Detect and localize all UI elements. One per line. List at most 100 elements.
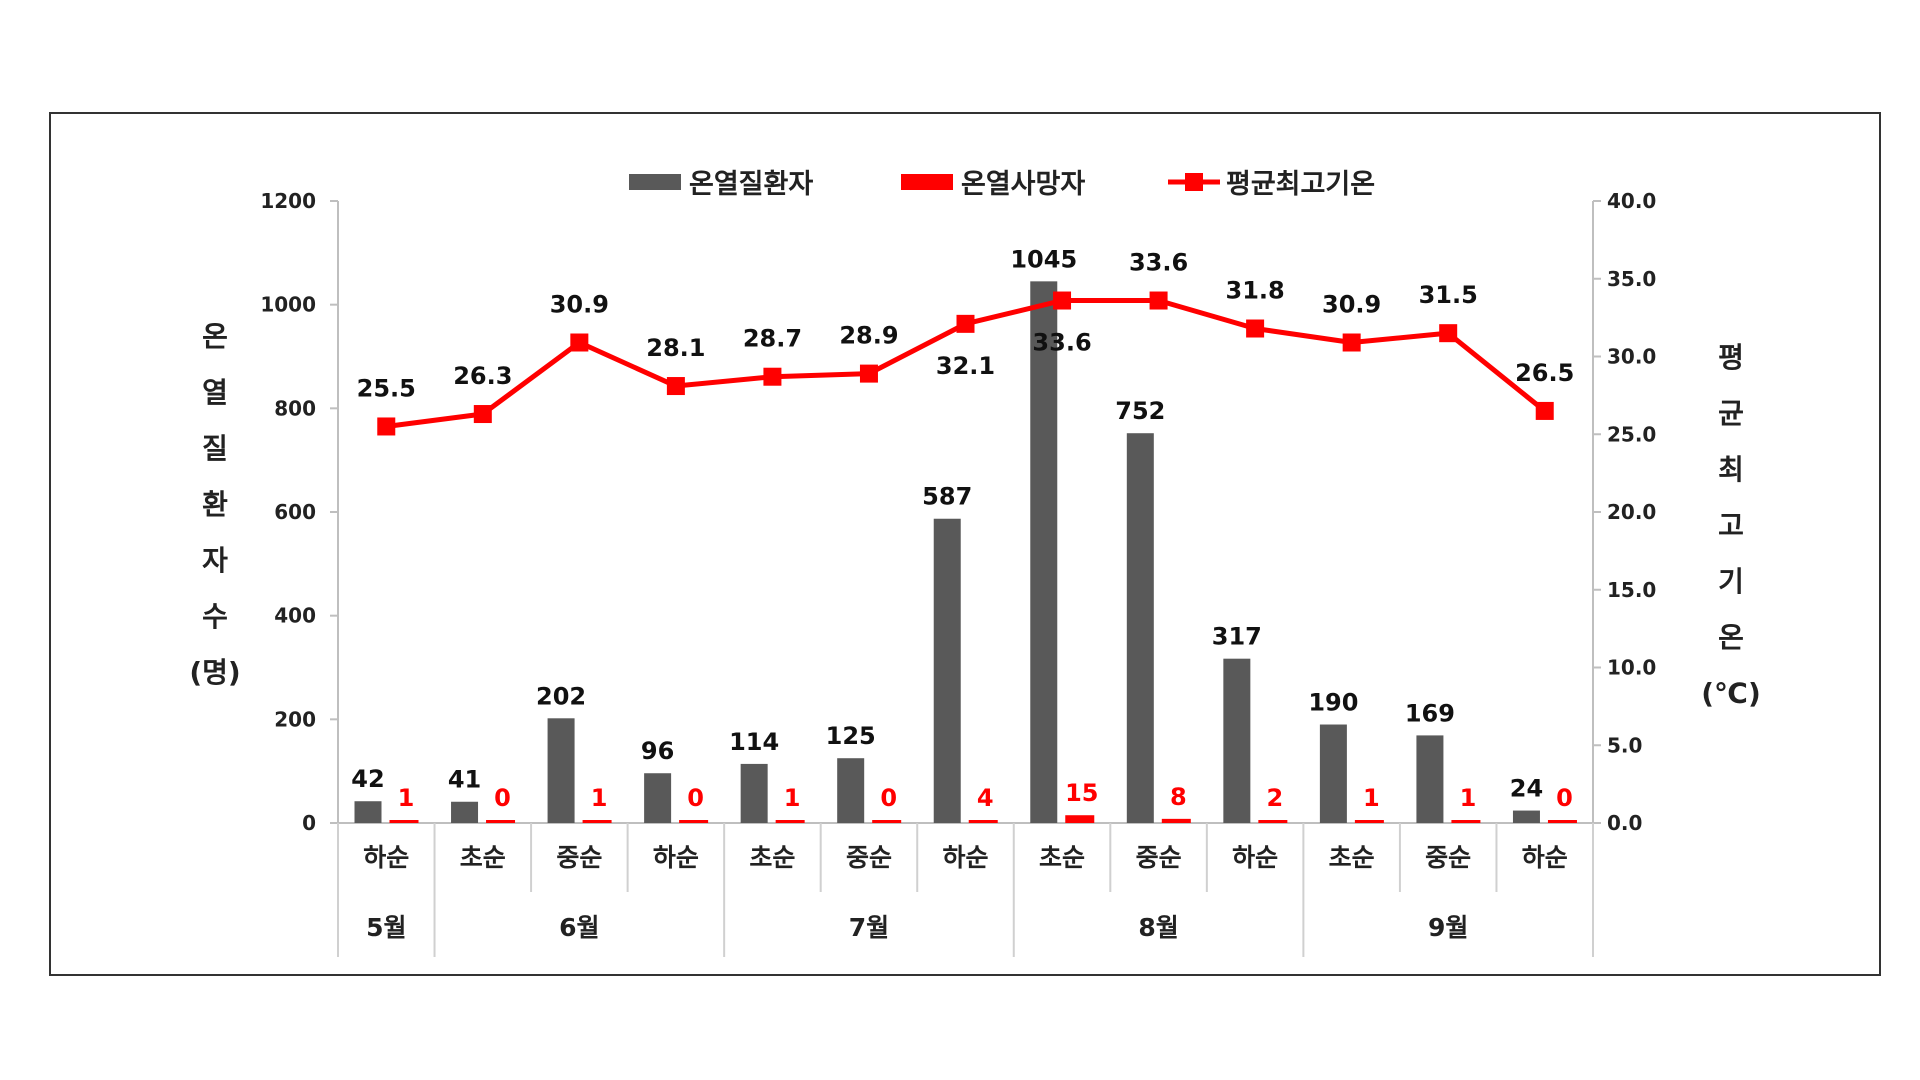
patients-value-label: 41: [448, 766, 481, 794]
patients-value-label: 169: [1405, 699, 1455, 727]
temperature-value-label: 28.1: [646, 334, 705, 362]
patients-value-label: 317: [1212, 623, 1262, 651]
legend-swatch-temp-marker: [1185, 173, 1203, 191]
patients-bar: [354, 801, 382, 823]
right-axis-title-char: 기: [1718, 565, 1744, 598]
patients-bar: [1416, 735, 1444, 823]
patients-value-label: 587: [922, 483, 972, 511]
deaths-value-label: 1: [1460, 784, 1477, 812]
category-label: 중순: [846, 843, 892, 872]
left-tick-label: 1200: [260, 189, 316, 213]
deaths-value-label: 1: [784, 784, 801, 812]
temperature-line-series: [377, 291, 1554, 436]
legend-swatch-deaths: [901, 174, 953, 190]
left-axis-title-char: 열: [202, 376, 228, 409]
left-axis-title-char: 수: [202, 600, 228, 633]
right-tick-label: 35.0: [1607, 267, 1656, 291]
deaths-bar: [679, 820, 709, 823]
left-tick-label: 200: [274, 707, 316, 731]
patients-value-label: 202: [536, 682, 586, 710]
left-tick-label: 400: [274, 604, 316, 628]
category-label: 초순: [749, 843, 795, 872]
temperature-marker: [763, 367, 782, 386]
left-tick-label: 800: [274, 396, 316, 420]
category-label: 하순: [1232, 843, 1278, 872]
deaths-bar: [1258, 820, 1288, 823]
left-axis-title-char: 질: [202, 432, 228, 465]
temperature-marker: [1342, 333, 1361, 352]
temperature-marker: [666, 377, 685, 396]
chart-axes: 0200400600800100012000.05.010.015.020.02…: [260, 189, 1656, 957]
right-tick-label: 5.0: [1607, 733, 1642, 757]
patients-bar: [837, 758, 865, 823]
right-axis-title-char: 최: [1718, 453, 1744, 486]
month-group-label: 8월: [1138, 913, 1178, 942]
category-label: 중순: [1425, 843, 1471, 872]
temperature-marker: [1053, 291, 1072, 310]
deaths-bar: [872, 820, 902, 823]
patients-bar: [1512, 810, 1540, 823]
deaths-bar: [1451, 820, 1481, 823]
deaths-bar: [968, 820, 998, 823]
left-tick-label: 1000: [260, 293, 316, 317]
month-group-label: 5월: [366, 913, 406, 942]
deaths-bar: [1354, 820, 1384, 823]
patients-value-label: 24: [1510, 775, 1543, 803]
temperature-marker: [1535, 401, 1554, 420]
category-label: 초순: [1039, 843, 1085, 872]
month-group-label: 9월: [1428, 913, 1468, 942]
temperature-value-label: 28.9: [839, 322, 898, 350]
patients-value-label: 1045: [1010, 245, 1077, 273]
left-axis-title-char: (명): [189, 656, 240, 689]
deaths-value-label: 2: [1266, 784, 1283, 812]
deaths-value-label: 15: [1065, 779, 1098, 807]
temperature-value-label: 28.7: [743, 325, 802, 353]
temperature-marker: [377, 417, 396, 436]
category-label: 중순: [556, 843, 602, 872]
right-tick-label: 15.0: [1607, 578, 1656, 602]
category-label: 하순: [1522, 843, 1568, 872]
temperature-marker: [956, 314, 975, 333]
legend-label-patients: 온열질환자: [689, 169, 813, 200]
temperature-marker: [1439, 324, 1458, 343]
left-axis-title-char: 온: [202, 320, 228, 353]
category-label: 하순: [363, 843, 409, 872]
temperature-value-label: 33.6: [1129, 249, 1188, 277]
deaths-value-label: 0: [494, 784, 511, 812]
patients-value-label: 752: [1115, 397, 1165, 425]
temperature-value-label: 26.5: [1515, 359, 1574, 387]
patients-bar: [451, 801, 479, 823]
bar-series: [354, 281, 1577, 823]
deaths-bar: [486, 820, 516, 823]
deaths-bar: [1547, 820, 1577, 823]
left-tick-label: 0: [302, 811, 316, 835]
category-label: 초순: [460, 843, 506, 872]
left-axis-title-char: 자: [202, 544, 228, 577]
deaths-bar: [1161, 818, 1191, 823]
right-axis-title-char: 온: [1718, 621, 1744, 654]
patients-value-label: 42: [351, 765, 384, 793]
patients-value-label: 96: [641, 737, 674, 765]
temperature-value-label: 31.8: [1226, 277, 1285, 305]
category-label: 중순: [1136, 843, 1182, 872]
right-axis-title-char: 평: [1718, 341, 1744, 374]
right-tick-label: 40.0: [1607, 189, 1656, 213]
patients-bar: [933, 518, 961, 823]
right-tick-label: 25.0: [1607, 422, 1656, 446]
deaths-value-label: 8: [1170, 783, 1187, 811]
temperature-value-label: 31.5: [1419, 281, 1478, 309]
right-tick-label: 0.0: [1607, 811, 1642, 835]
temperature-marker: [570, 333, 589, 352]
deaths-bar: [389, 820, 419, 823]
patients-bar: [644, 773, 672, 823]
right-axis-title-char: (℃): [1701, 677, 1761, 710]
temperature-value-label: 33.6: [1032, 329, 1091, 357]
deaths-value-label: 1: [1363, 784, 1380, 812]
deaths-value-label: 1: [398, 784, 415, 812]
legend-label-deaths: 온열사망자: [961, 169, 1085, 200]
month-group-label: 6월: [559, 913, 599, 942]
temperature-value-label: 30.9: [550, 291, 609, 319]
temperature-marker: [1246, 319, 1265, 338]
right-tick-label: 10.0: [1607, 656, 1656, 680]
temperature-value-label: 30.9: [1322, 291, 1381, 319]
